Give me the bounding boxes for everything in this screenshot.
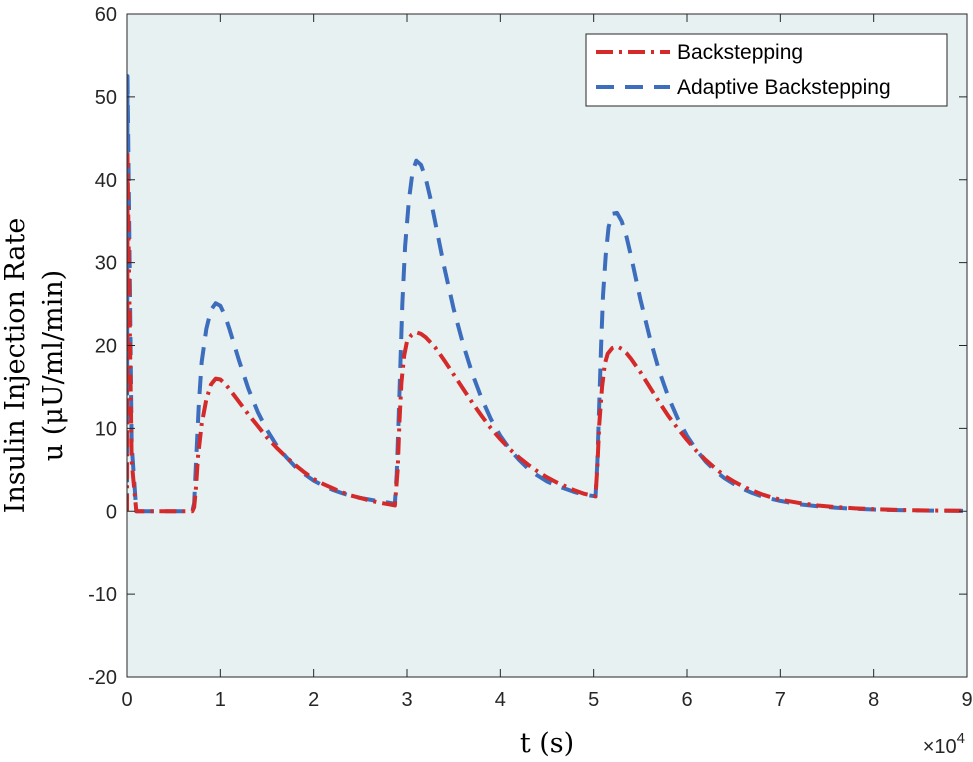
x-exponent-power: 4 bbox=[957, 730, 965, 747]
legend-label-backstepping: Backstepping bbox=[677, 41, 803, 64]
x-axis-exponent: ×104 bbox=[923, 730, 965, 758]
x-tick-label: 9 bbox=[961, 689, 972, 711]
x-exponent-prefix: ×10 bbox=[923, 736, 957, 758]
x-tick-label: 6 bbox=[681, 689, 692, 711]
x-tick-label: 5 bbox=[588, 689, 599, 711]
x-tick-label: 4 bbox=[495, 689, 506, 711]
y-axis-title-line2: u (μU/ml/min) bbox=[38, 270, 69, 461]
y-tick-label: -10 bbox=[88, 584, 117, 606]
series-line-adaptive-backstepping bbox=[127, 74, 967, 514]
y-tick-label: 0 bbox=[106, 501, 117, 523]
y-tick-label: 30 bbox=[95, 253, 117, 275]
x-tick-label: 7 bbox=[775, 689, 786, 711]
x-tick-label: 3 bbox=[401, 689, 412, 711]
plot-area bbox=[127, 14, 967, 677]
x-tick-label: 1 bbox=[215, 689, 226, 711]
y-tick-label: 50 bbox=[95, 87, 117, 109]
x-tick-label: 8 bbox=[868, 689, 879, 711]
x-tick-label: 2 bbox=[308, 689, 319, 711]
x-axis-title: t (s) bbox=[520, 728, 574, 759]
x-tick-label: 0 bbox=[121, 689, 132, 711]
legend: Backstepping Adaptive Backstepping bbox=[585, 33, 948, 107]
y-tick-label: 10 bbox=[95, 418, 117, 440]
y-tick-label: 60 bbox=[95, 4, 117, 26]
y-axis-title: Insulin Injection Rate u (μU/ml/min) bbox=[0, 218, 69, 514]
series-line-backstepping bbox=[127, 152, 967, 514]
legend-label-adaptive-backstepping: Adaptive Backstepping bbox=[677, 76, 891, 99]
y-tick-label: 40 bbox=[95, 170, 117, 192]
y-axis-title-line1: Insulin Injection Rate bbox=[0, 218, 31, 514]
legend-box bbox=[585, 33, 948, 107]
y-tick-label: -20 bbox=[88, 667, 117, 689]
y-tick-label: 20 bbox=[95, 336, 117, 358]
